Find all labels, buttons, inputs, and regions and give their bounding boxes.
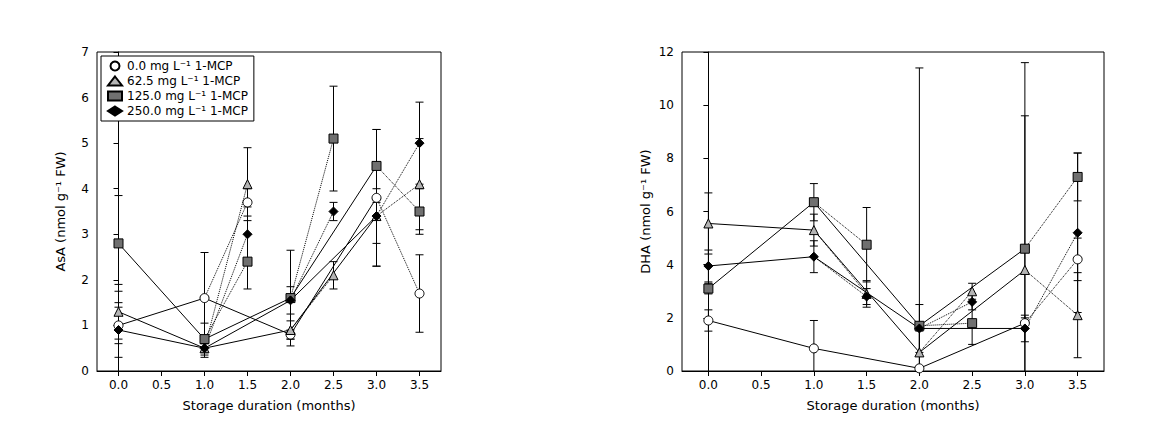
svg-text:8: 8 xyxy=(666,151,674,165)
svg-text:4: 4 xyxy=(81,182,89,196)
svg-text:0.0 mg L⁻¹ 1-MCP: 0.0 mg L⁻¹ 1-MCP xyxy=(127,59,233,73)
svg-text:2: 2 xyxy=(81,273,89,287)
svg-text:3: 3 xyxy=(81,227,89,241)
svg-text:1: 1 xyxy=(81,318,89,332)
svg-text:0.0: 0.0 xyxy=(699,378,718,392)
svg-text:3.5: 3.5 xyxy=(1068,378,1087,392)
svg-text:3.0: 3.0 xyxy=(1015,378,1034,392)
svg-text:62.5 mg L⁻¹ 1-MCP: 62.5 mg L⁻¹ 1-MCP xyxy=(127,74,240,88)
svg-text:2.5: 2.5 xyxy=(324,378,343,392)
svg-text:250.0 mg L⁻¹ 1-MCP: 250.0 mg L⁻¹ 1-MCP xyxy=(127,104,248,118)
svg-text:Storage duration (months): Storage duration (months) xyxy=(183,398,356,413)
svg-text:0.5: 0.5 xyxy=(152,378,171,392)
svg-text:2.0: 2.0 xyxy=(281,378,300,392)
svg-text:6: 6 xyxy=(81,91,89,105)
svg-text:DHA (nmol g⁻¹ FW): DHA (nmol g⁻¹ FW) xyxy=(638,149,653,273)
svg-text:4: 4 xyxy=(666,258,674,272)
svg-text:2.5: 2.5 xyxy=(963,378,982,392)
svg-text:1.5: 1.5 xyxy=(238,378,257,392)
svg-text:6: 6 xyxy=(666,205,674,219)
svg-text:2.0: 2.0 xyxy=(910,378,929,392)
svg-text:3.5: 3.5 xyxy=(410,378,429,392)
svg-text:0: 0 xyxy=(666,364,674,378)
svg-text:1.0: 1.0 xyxy=(804,378,823,392)
svg-text:1.0: 1.0 xyxy=(195,378,214,392)
svg-text:Storage duration (months): Storage duration (months) xyxy=(807,398,980,413)
svg-text:10: 10 xyxy=(659,98,674,112)
svg-text:7: 7 xyxy=(81,45,89,59)
svg-text:3.0: 3.0 xyxy=(367,378,386,392)
svg-text:1.5: 1.5 xyxy=(857,378,876,392)
svg-text:0.5: 0.5 xyxy=(752,378,771,392)
svg-text:2: 2 xyxy=(666,311,674,325)
svg-text:5: 5 xyxy=(81,136,89,150)
svg-text:0: 0 xyxy=(81,364,89,378)
svg-text:AsA (nmol g⁻¹ FW): AsA (nmol g⁻¹ FW) xyxy=(53,151,68,271)
svg-text:0.0: 0.0 xyxy=(109,378,128,392)
svg-text:125.0 mg L⁻¹ 1-MCP: 125.0 mg L⁻¹ 1-MCP xyxy=(127,89,248,103)
svg-text:12: 12 xyxy=(659,45,674,59)
